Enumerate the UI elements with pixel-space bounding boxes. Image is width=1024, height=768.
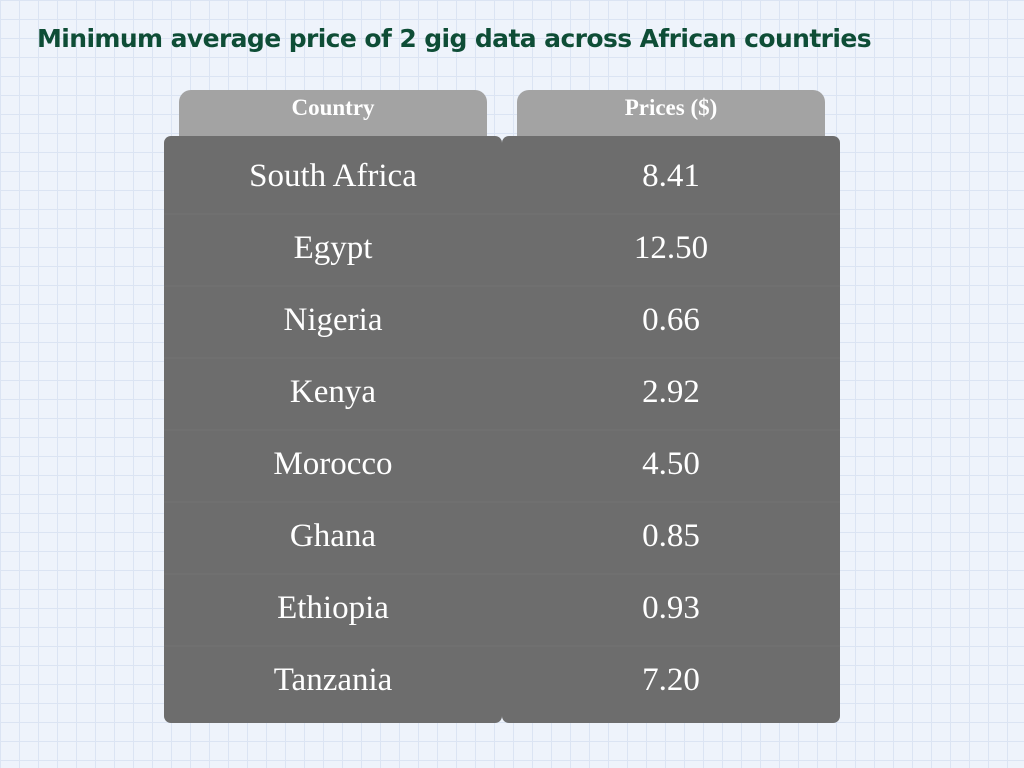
row-divider xyxy=(164,213,502,215)
country-cell: Tanzania xyxy=(273,662,393,698)
column-header-prices: Prices ($) xyxy=(517,90,825,136)
price-cell: 2.92 xyxy=(642,374,700,410)
row-divider xyxy=(164,285,502,287)
row-divider xyxy=(164,573,502,575)
row-divider xyxy=(502,645,840,647)
row-divider xyxy=(502,357,840,359)
row-divider xyxy=(502,501,840,503)
row-divider xyxy=(502,573,840,575)
country-cell: South Africa xyxy=(249,158,417,194)
row-divider xyxy=(502,213,840,215)
country-column: South Africa Egypt Nigeria Kenya Morocco… xyxy=(164,136,502,723)
price-cell: 8.41 xyxy=(642,158,700,194)
price-cell: 7.20 xyxy=(642,662,700,698)
price-cell: 12.50 xyxy=(633,230,709,266)
price-column: 8.41 12.50 0.66 2.92 4.50 0.85 0.93 7.20 xyxy=(502,136,840,723)
row-divider xyxy=(164,645,502,647)
row-divider xyxy=(164,357,502,359)
country-cell: Kenya xyxy=(289,374,377,410)
price-cell: 0.66 xyxy=(642,302,700,338)
country-cell: Ethiopia xyxy=(277,590,389,626)
row-divider xyxy=(502,429,840,431)
country-cell: Morocco xyxy=(273,446,393,482)
country-cell: Egypt xyxy=(293,230,373,266)
price-cell: 4.50 xyxy=(642,446,700,482)
price-cell: 0.93 xyxy=(642,590,700,626)
country-cell: Nigeria xyxy=(283,302,383,338)
row-divider xyxy=(164,429,502,431)
chart-title: Minimum average price of 2 gig data acro… xyxy=(37,24,872,53)
country-cell: Ghana xyxy=(289,518,377,554)
row-divider xyxy=(502,285,840,287)
column-header-country: Country xyxy=(179,90,487,136)
price-cell: 0.85 xyxy=(642,518,700,554)
row-divider xyxy=(164,501,502,503)
